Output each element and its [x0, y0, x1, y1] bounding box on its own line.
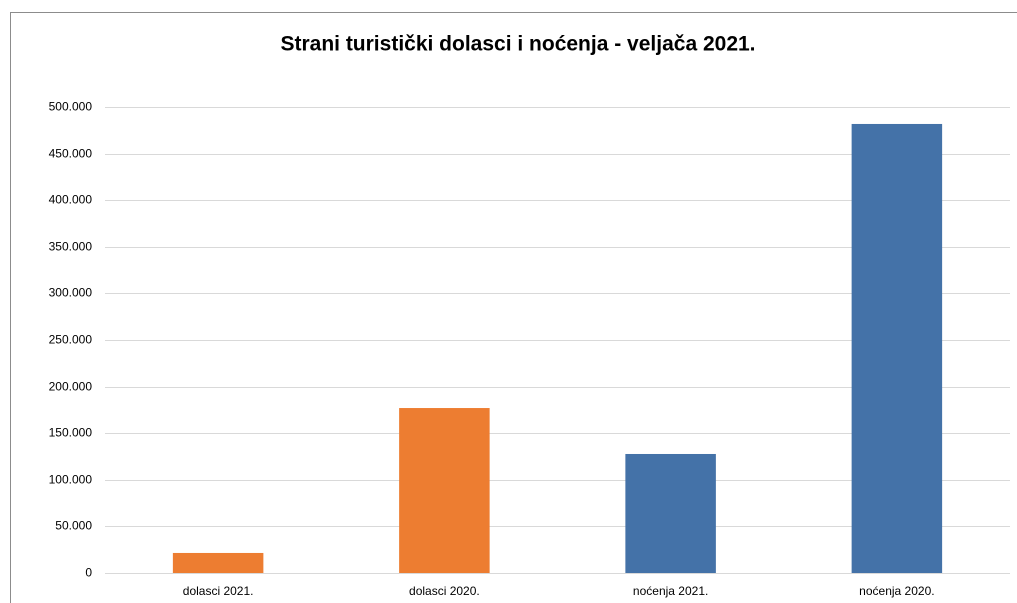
y-tick-label: 300.000 [49, 286, 93, 300]
x-tick-label: noćenja 2021. [633, 584, 708, 598]
bar [851, 123, 943, 573]
x-tick-label: dolasci 2021. [183, 584, 254, 598]
y-tick-label: 500.000 [49, 100, 93, 114]
y-tick-label: 200.000 [49, 380, 93, 394]
bar [625, 453, 716, 573]
y-tick-label: 350.000 [49, 240, 93, 254]
y-tick-label: 450.000 [49, 147, 93, 161]
bar [399, 408, 490, 573]
x-tick-label: dolasci 2020. [409, 584, 480, 598]
x-tick-label: noćenja 2020. [859, 584, 934, 598]
y-tick-label: 400.000 [49, 193, 93, 207]
y-tick-label: 100.000 [49, 473, 93, 487]
y-tick-label: 250.000 [49, 333, 93, 347]
bar [172, 552, 264, 573]
y-tick-label: 0 [85, 566, 92, 580]
y-tick-label: 150.000 [49, 426, 93, 440]
y-tick-label: 50.000 [55, 519, 92, 533]
chart-title: Strani turistički dolasci i noćenja - ve… [280, 33, 755, 56]
